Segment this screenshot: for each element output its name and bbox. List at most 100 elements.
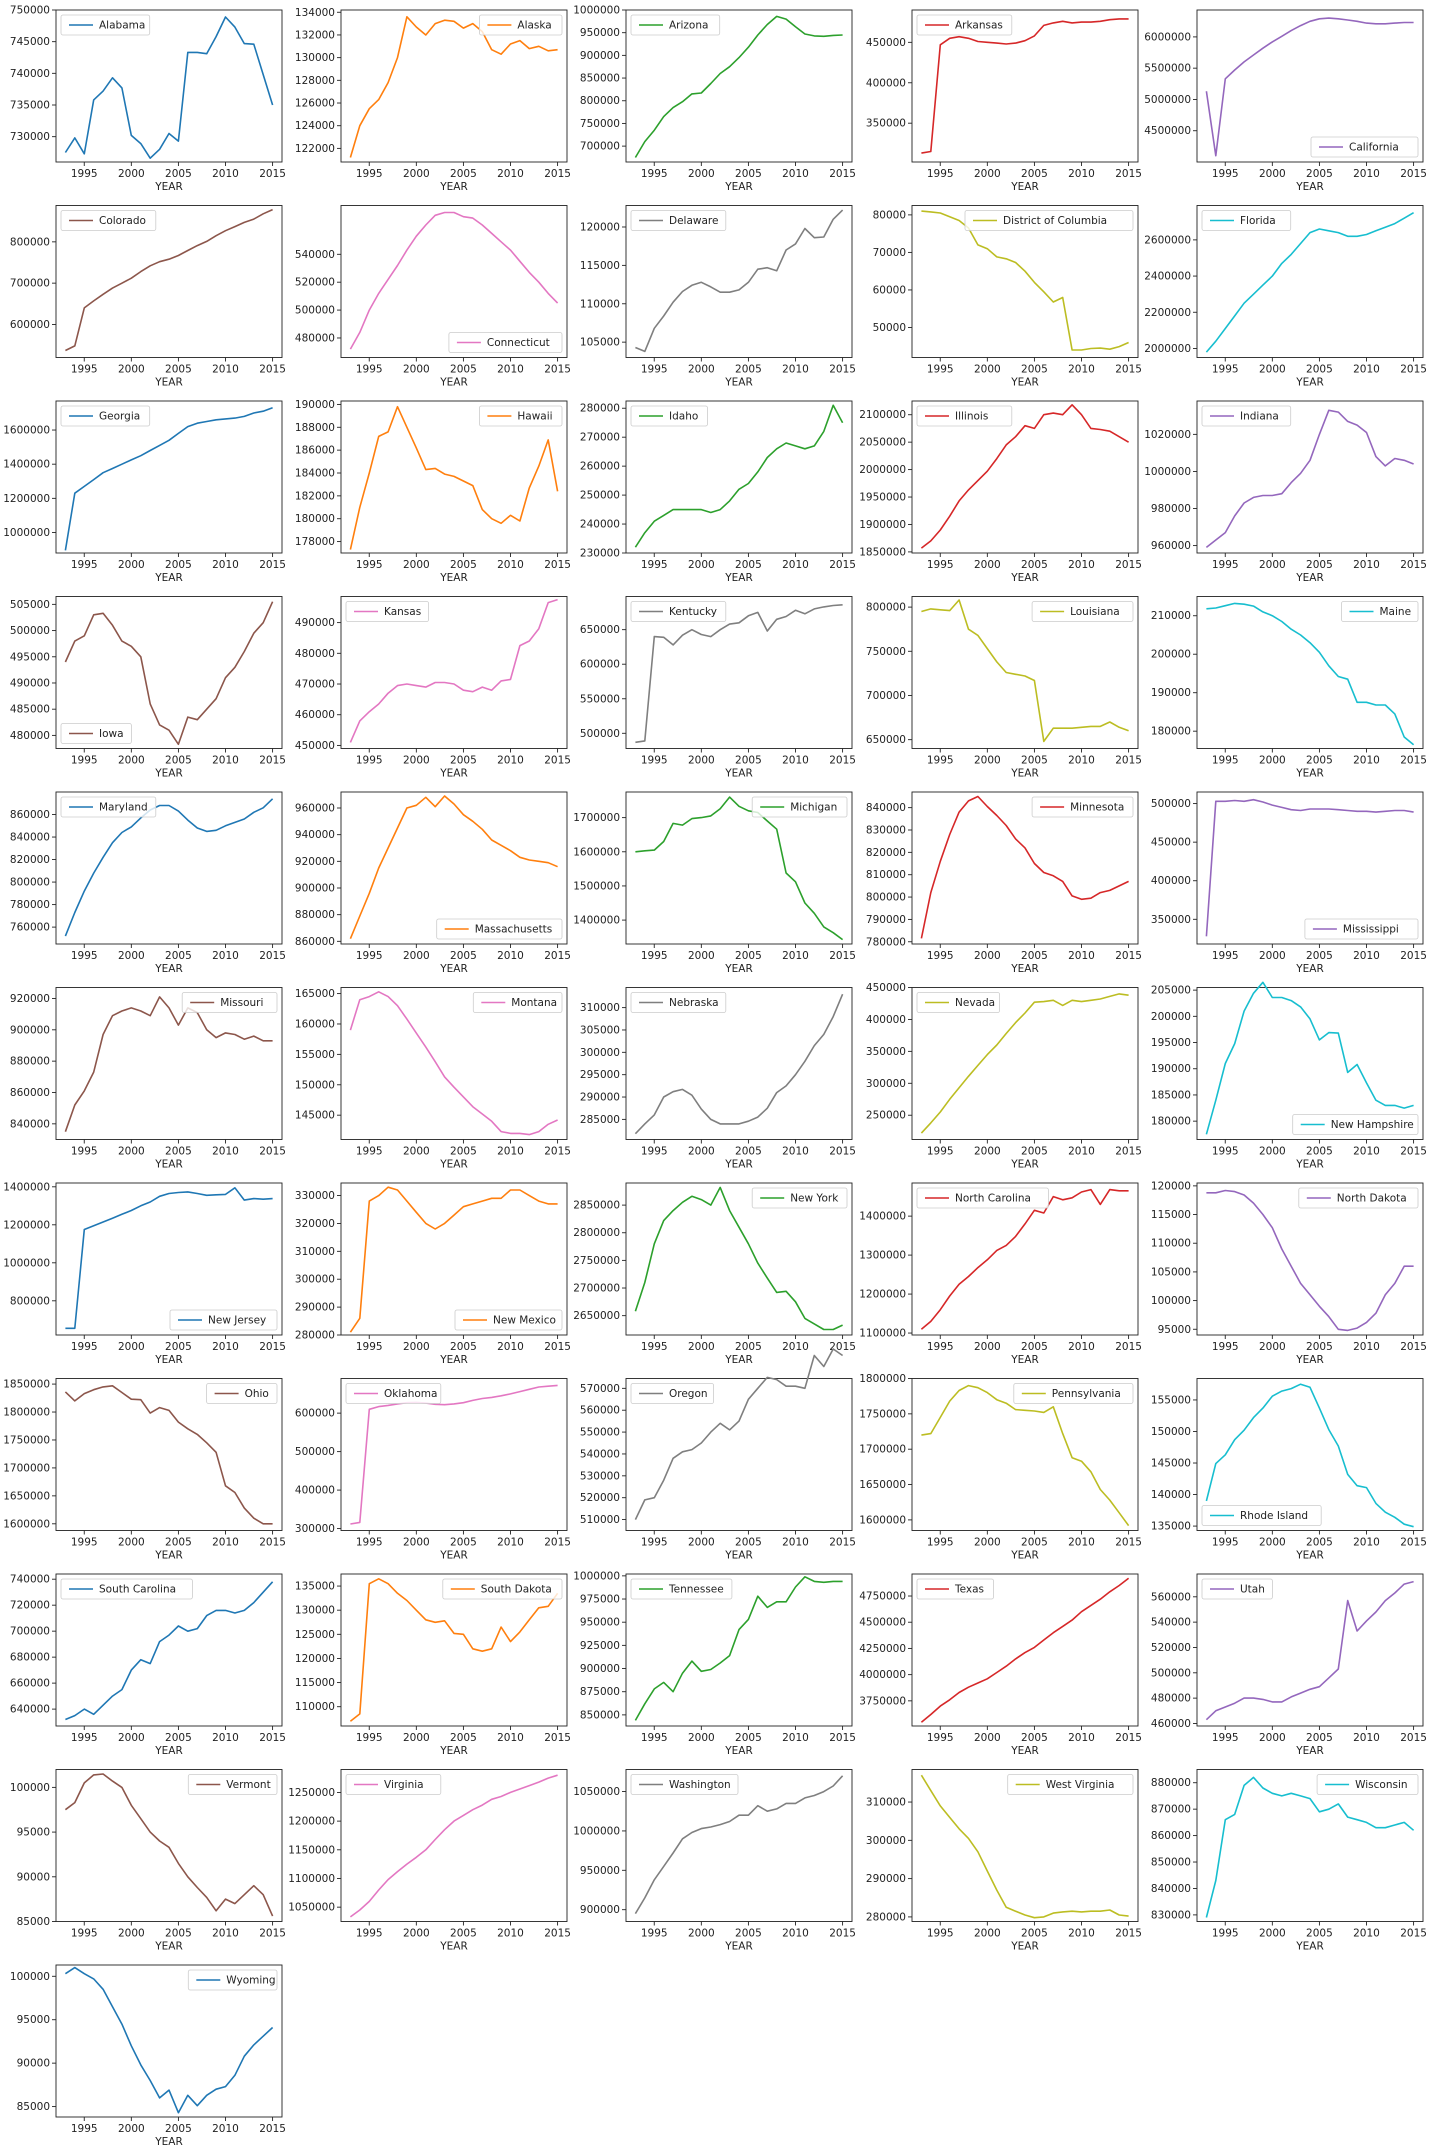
x-tick-label: 2010	[497, 1928, 524, 1940]
x-tick-label: 2005	[450, 755, 477, 767]
legend-box	[1201, 405, 1292, 427]
subplot-connecticut: 1995 2000 2005 2010 2015 480000 500000 520000 54…	[295, 205, 571, 389]
x-tick-label: 2015	[259, 1341, 286, 1353]
series-line	[64, 407, 273, 551]
x-tick-label: 2005	[450, 1928, 477, 1940]
legend: Montana	[472, 992, 563, 1013]
legend-label: Georgia	[99, 411, 140, 423]
y-tick-label: 300000	[866, 1078, 906, 1090]
x-tick-label: 1995	[641, 1928, 668, 1940]
y-tick-label: 540000	[1151, 1617, 1191, 1629]
y-tick-label: 940000	[295, 829, 335, 841]
x-axis-label: YEAR	[1295, 1941, 1324, 1953]
y-tick-label: 4250000	[859, 1643, 906, 1655]
x-tick-label: 1995	[1212, 755, 1239, 767]
x-tick-label: 2005	[735, 168, 762, 180]
legend-label: Alaska	[517, 20, 551, 32]
legend-label: Maryland	[99, 802, 148, 814]
y-tick-label: 510000	[580, 1514, 620, 1526]
x-tick-label: 2000	[1259, 364, 1286, 376]
series-line	[920, 795, 1129, 939]
y-tick-label: 105000	[1151, 1266, 1191, 1278]
x-axis-label: YEAR	[1295, 1159, 1324, 1171]
subplot-wyoming: 1995 2000 2005 2010 2015 85000 90000 95000 10000…	[10, 1964, 286, 2148]
x-axis-label: YEAR	[439, 377, 468, 389]
subplot-north-carolina: 1995 2000 2005 2010 2015 1100000 1200000 130000…	[859, 1182, 1142, 1366]
x-tick-label: 2010	[1353, 1732, 1380, 1744]
subplot-virginia: 1995 2000 2005 2010 2015 1050000 1100000 115000…	[288, 1769, 571, 1953]
legend-label: District of Columbia	[1003, 215, 1107, 227]
subplot-illinois: 1995 2000 2005 2010 2015 1850000 1900000 195000…	[859, 400, 1142, 584]
x-axis-label: YEAR	[1295, 1550, 1324, 1562]
subplot-iowa: 1995 2000 2005 2010 2015 480000 485000 490000 49…	[10, 596, 286, 780]
x-tick-label: 1995	[71, 1732, 98, 1744]
x-tick-label: 1995	[1212, 1146, 1239, 1158]
x-tick-label: 2005	[450, 168, 477, 180]
x-tick-label: 2015	[1115, 1146, 1142, 1158]
series-line	[349, 1578, 559, 1722]
series-line	[349, 211, 559, 350]
y-tick-label: 490000	[10, 677, 50, 689]
x-tick-label: 1995	[356, 1341, 383, 1353]
legend-label: Delaware	[669, 215, 718, 227]
x-tick-label: 2000	[1259, 950, 1286, 962]
series-line	[921, 18, 1129, 154]
y-tick-label: 880000	[1151, 1777, 1191, 1789]
series-line	[1205, 1776, 1415, 1918]
y-tick-label: 1200000	[3, 493, 50, 505]
y-tick-label: 180000	[1151, 726, 1191, 738]
x-tick-label: 1995	[71, 1341, 98, 1353]
y-tick-label: 134000	[295, 7, 335, 19]
x-axis-label: YEAR	[1295, 1745, 1324, 1757]
y-tick-label: 1000000	[573, 1570, 620, 1582]
series-line	[634, 1186, 843, 1331]
legend-box	[187, 1774, 278, 1795]
x-tick-label: 2015	[1115, 1732, 1142, 1744]
x-tick-label: 2005	[1306, 364, 1333, 376]
x-tick-label: 2015	[1400, 364, 1427, 376]
legend: Hawaii	[478, 405, 563, 427]
legend-label: Arizona	[669, 20, 708, 32]
x-tick-label: 2005	[1306, 1341, 1333, 1353]
y-tick-label: 180000	[295, 513, 335, 525]
y-tick-label: 860000	[10, 1087, 50, 1099]
y-tick-label: 155000	[1151, 1394, 1191, 1406]
legend-box	[478, 405, 563, 427]
x-axis-label: YEAR	[154, 1550, 183, 1562]
x-tick-label: 2015	[544, 1537, 571, 1549]
x-axis-label: YEAR	[439, 181, 468, 193]
legend-box	[60, 210, 157, 231]
legend-label: Wisconsin	[1355, 1779, 1407, 1791]
legend-box	[1298, 1187, 1419, 1209]
x-tick-label: 2005	[1306, 1146, 1333, 1158]
legend: Idaho	[630, 405, 708, 427]
x-tick-label: 2010	[1068, 1341, 1095, 1353]
y-tick-label: 320000	[295, 1218, 335, 1230]
x-tick-label: 2015	[829, 1146, 856, 1158]
legend: New Jersey	[169, 1309, 278, 1331]
y-tick-label: 210000	[1151, 610, 1191, 622]
legend: New York	[751, 1187, 848, 1209]
y-tick-label: 2850000	[573, 1200, 620, 1212]
legend: Kentucky	[630, 601, 727, 622]
subplot-washington: 1995 2000 2005 2010 2015 900000 950000 1000000 1…	[573, 1769, 856, 1953]
x-tick-label: 2000	[403, 1146, 430, 1158]
y-tick-label: 1700000	[573, 812, 620, 824]
subplot-nebraska: 1995 2000 2005 2010 2015 285000 290000 295000 30…	[580, 987, 856, 1171]
legend: Nebraska	[630, 992, 727, 1013]
y-tick-label: 285000	[580, 1114, 620, 1126]
series-line	[1205, 1383, 1414, 1528]
x-tick-label: 2015	[544, 755, 571, 767]
x-tick-label: 2000	[403, 1341, 430, 1353]
y-tick-label: 800000	[866, 892, 906, 904]
y-tick-label: 186000	[295, 445, 335, 457]
y-tick-label: 1600000	[3, 425, 50, 437]
y-tick-label: 124000	[295, 120, 335, 132]
y-tick-label: 150000	[1151, 1426, 1191, 1438]
x-tick-label: 2010	[497, 950, 524, 962]
y-tick-label: 350000	[866, 118, 906, 130]
legend-box	[964, 210, 1134, 231]
x-axis-label: YEAR	[154, 1354, 183, 1366]
legend-box	[751, 1187, 848, 1209]
